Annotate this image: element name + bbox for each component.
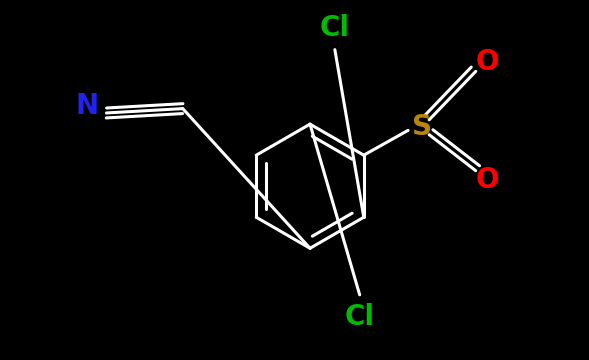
- Text: Cl: Cl: [320, 14, 350, 42]
- Text: O: O: [475, 166, 499, 194]
- Text: Cl: Cl: [345, 302, 375, 330]
- Text: S: S: [412, 113, 432, 141]
- Text: O: O: [475, 48, 499, 76]
- Text: N: N: [75, 91, 98, 120]
